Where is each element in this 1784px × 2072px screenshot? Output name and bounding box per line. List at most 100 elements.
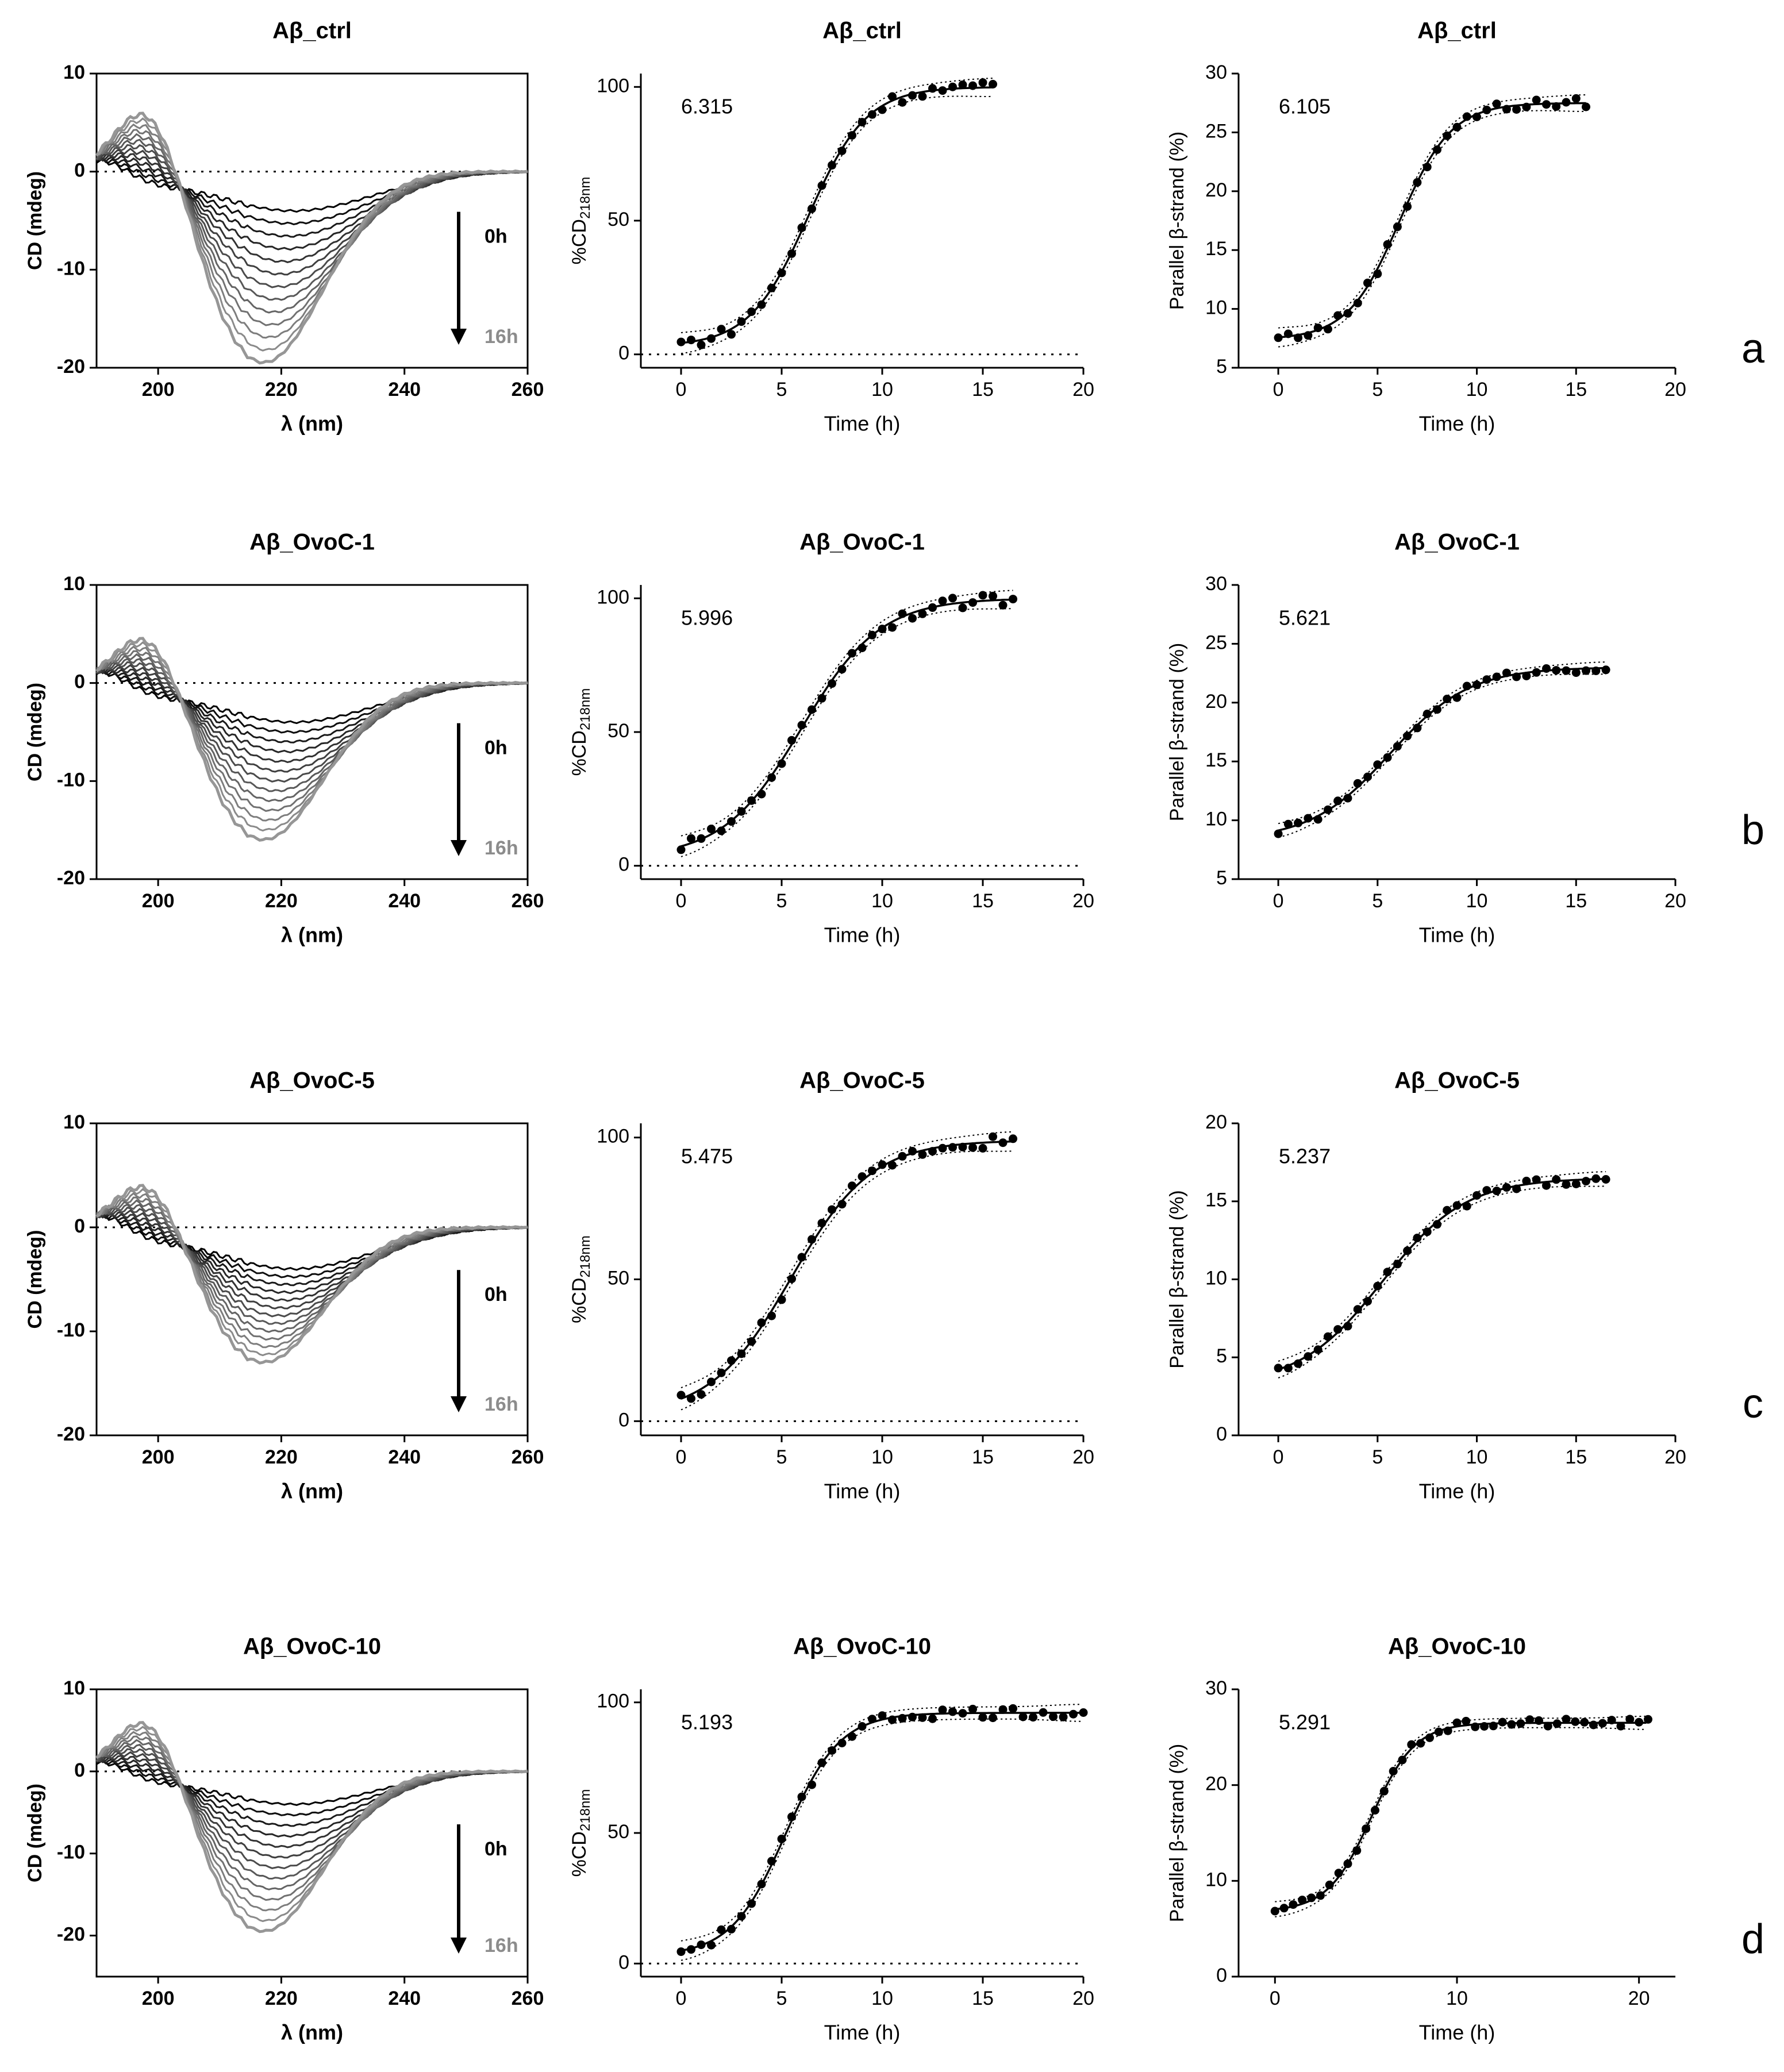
x-tick-label: 20 (1664, 890, 1686, 912)
x-tick-label: 20 (1664, 1446, 1686, 1468)
data-point (1492, 1187, 1501, 1196)
data-point (757, 1318, 766, 1327)
data-point (1462, 1716, 1471, 1726)
data-point (687, 336, 695, 345)
data-point (968, 1704, 977, 1713)
data-point (958, 603, 967, 613)
data-point (1334, 1869, 1343, 1878)
data-point (928, 1147, 937, 1156)
y-axis-label: %CD218nm (568, 1789, 593, 1877)
data-point (1571, 94, 1581, 103)
data-point (868, 1715, 876, 1724)
y-tick-label: 10 (1205, 1267, 1227, 1289)
data-point (1039, 1708, 1048, 1717)
x-tick-label: 10 (1466, 379, 1488, 400)
data-point (767, 1311, 776, 1320)
data-point (948, 594, 957, 603)
y-tick-label: 100 (597, 586, 629, 608)
x-tick-label: 260 (512, 1988, 544, 2009)
data-point (1422, 710, 1432, 718)
data-point (1373, 269, 1382, 279)
data-point (878, 105, 887, 114)
y-tick-label: -10 (57, 1842, 85, 1863)
cd-trace (95, 133, 528, 314)
x-tick-label: 5 (776, 890, 787, 912)
y-tick-label: -20 (57, 356, 85, 378)
y-tick-label: 50 (608, 1267, 629, 1289)
data-point (1492, 99, 1501, 109)
data-point (1433, 145, 1441, 154)
x-tick-label: 240 (388, 1446, 421, 1468)
data-point (1029, 1713, 1037, 1722)
fit-curve (680, 1140, 1013, 1400)
x-tick-label: 5 (776, 379, 787, 400)
data-point (717, 325, 726, 334)
data-point (918, 92, 927, 101)
x-tick-label: 0 (676, 1988, 687, 2009)
data-point (888, 1161, 897, 1170)
time-arrow-head (451, 1396, 467, 1412)
y-tick-label: 15 (1205, 238, 1227, 260)
y-tick-label: 10 (1205, 297, 1227, 319)
x-tick-label: 5 (1372, 1446, 1383, 1468)
data-point (817, 181, 826, 190)
data-point (837, 1739, 847, 1747)
data-point (1472, 112, 1481, 121)
data-point (948, 1143, 957, 1152)
x-axis-label: λ (nm) (281, 412, 343, 436)
data-point (787, 1274, 796, 1284)
data-point (676, 337, 686, 346)
x-tick-label: 5 (776, 1988, 787, 2009)
data-point (767, 773, 776, 782)
data-point (808, 1780, 816, 1789)
x-tick-label: 10 (1466, 890, 1488, 912)
data-point (938, 1143, 947, 1153)
cd-trace (96, 1212, 528, 1271)
y-tick-label: 15 (1205, 1189, 1227, 1211)
confidence-band-lower (1278, 673, 1606, 838)
data-point (1324, 1332, 1332, 1341)
panel-c-beta: Aβ_OvoC-5 0 5 10 15 20 0 5 10 15 20 Time (h) Paralle… (1166, 1068, 1686, 1503)
data-point (1343, 1859, 1352, 1869)
data-point (1582, 1177, 1590, 1186)
data-point (1398, 1755, 1407, 1765)
confidence-band-upper (1275, 1715, 1647, 1902)
data-point (676, 1391, 686, 1400)
data-point (928, 1714, 937, 1723)
x-tick-label: 5 (1372, 890, 1383, 912)
y-tick-label: -20 (57, 1924, 85, 1946)
data-point (1471, 1722, 1480, 1731)
data-point (1607, 1716, 1616, 1725)
data-point (938, 86, 947, 95)
y-tick-label: 100 (597, 75, 629, 97)
data-point (898, 609, 907, 618)
data-point (697, 340, 706, 349)
data-point (1343, 1322, 1352, 1331)
x-tick-label: 0 (1270, 1988, 1281, 2009)
data-point (787, 1812, 796, 1821)
data-point (1635, 1717, 1644, 1727)
y-tick-label: -20 (57, 1423, 85, 1445)
y-tick-label: 0 (74, 160, 85, 182)
y-tick-label: 0 (1216, 1423, 1227, 1445)
data-point (918, 609, 927, 618)
data-point (777, 1834, 786, 1843)
data-point (1532, 668, 1541, 677)
cd-trace (96, 1196, 528, 1341)
x-tick-label: 15 (972, 1446, 994, 1468)
data-point (1522, 102, 1531, 111)
time-arrow-head (451, 1938, 467, 1954)
data-point (1512, 672, 1521, 681)
data-point (1644, 1715, 1652, 1724)
data-point (707, 1940, 716, 1950)
data-point (858, 118, 867, 127)
data-point (1352, 1846, 1362, 1855)
data-point (989, 591, 997, 600)
data-point (828, 679, 836, 688)
data-point (1407, 1740, 1416, 1749)
data-point (787, 735, 796, 745)
data-point (1482, 675, 1491, 684)
data-point (1532, 95, 1541, 105)
data-point (676, 845, 686, 854)
data-point (1018, 1712, 1028, 1721)
